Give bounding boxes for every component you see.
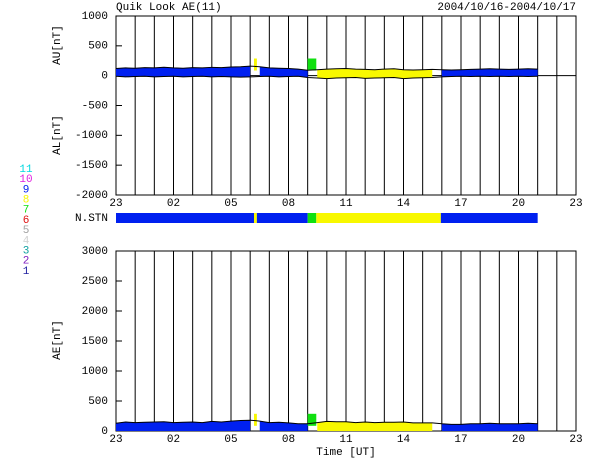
band	[307, 413, 317, 426]
x-tick-label: 02	[167, 198, 180, 210]
legend-entry: 8	[23, 195, 30, 207]
legend-entry: 6	[23, 215, 30, 227]
x-tick-label: 14	[397, 434, 411, 446]
band	[441, 68, 538, 77]
legend-entry: 10	[19, 174, 32, 186]
y-axis-label: AL[nT]	[52, 115, 64, 155]
x-axis-label: Time [UT]	[316, 447, 375, 459]
y-tick-label: 2500	[82, 276, 108, 288]
y-axis-label: AE[nT]	[52, 320, 64, 360]
x-tick-label: 11	[339, 434, 353, 446]
y-tick-label: -500	[82, 100, 108, 112]
y-tick-label: 1500	[82, 336, 108, 348]
x-tick-label: 17	[454, 434, 467, 446]
station-segment	[254, 213, 257, 223]
band	[317, 421, 433, 431]
legend-entry: 2	[23, 256, 30, 268]
x-tick-label: 20	[512, 434, 525, 446]
band	[116, 66, 251, 78]
band	[307, 58, 317, 71]
y-axis-label: AU[nT]	[52, 25, 64, 65]
x-tick-label: 08	[282, 198, 295, 210]
x-tick-label: 02	[167, 434, 180, 446]
legend-entry: 7	[23, 205, 30, 217]
legend-entry: 11	[19, 164, 33, 176]
band	[254, 58, 257, 71]
y-tick-label: 1000	[82, 366, 108, 378]
y-tick-label: 0	[101, 71, 108, 83]
band	[317, 68, 433, 79]
x-tick-label: 23	[569, 434, 582, 446]
station-segment	[440, 213, 538, 223]
legend-entry: 1	[23, 266, 30, 278]
band	[254, 413, 257, 426]
x-tick-label: 08	[282, 434, 295, 446]
y-tick-label: 2000	[82, 306, 108, 318]
station-segment	[307, 213, 317, 223]
y-tick-label: 0	[101, 426, 108, 438]
line	[115, 65, 538, 71]
x-tick-label: 14	[397, 198, 411, 210]
y-tick-label: -1500	[75, 160, 108, 172]
x-tick-label: 05	[224, 434, 237, 446]
station-segment	[256, 213, 308, 223]
date-range: 2004/10/16-2004/10/17	[437, 2, 576, 14]
y-tick-label: 500	[88, 41, 108, 53]
station-segment	[316, 213, 441, 223]
chart-title: Quik Look AE(11)	[116, 2, 222, 14]
x-tick-label: 23	[109, 434, 122, 446]
x-tick-label: 23	[569, 198, 582, 210]
legend-entry: 9	[23, 184, 30, 196]
line	[115, 419, 538, 425]
y-tick-label: -1000	[75, 130, 108, 142]
band	[441, 423, 538, 431]
y-tick-label: -2000	[75, 190, 108, 202]
line	[115, 75, 538, 80]
x-tick-label: 20	[512, 198, 525, 210]
y-tick-label: 3000	[82, 246, 108, 258]
x-tick-label: 23	[109, 198, 122, 210]
x-tick-label: 11	[339, 198, 353, 210]
legend-entry: 5	[23, 225, 30, 237]
x-tick-label: 17	[454, 198, 467, 210]
x-tick-label: 05	[224, 198, 237, 210]
y-tick-label: 1000	[82, 11, 108, 23]
stations-label: N.STN	[75, 213, 108, 225]
station-segment	[116, 213, 254, 223]
band	[116, 420, 251, 431]
legend-entry: 3	[23, 246, 30, 258]
y-tick-label: 500	[88, 396, 108, 408]
legend-entry: 4	[23, 235, 30, 247]
